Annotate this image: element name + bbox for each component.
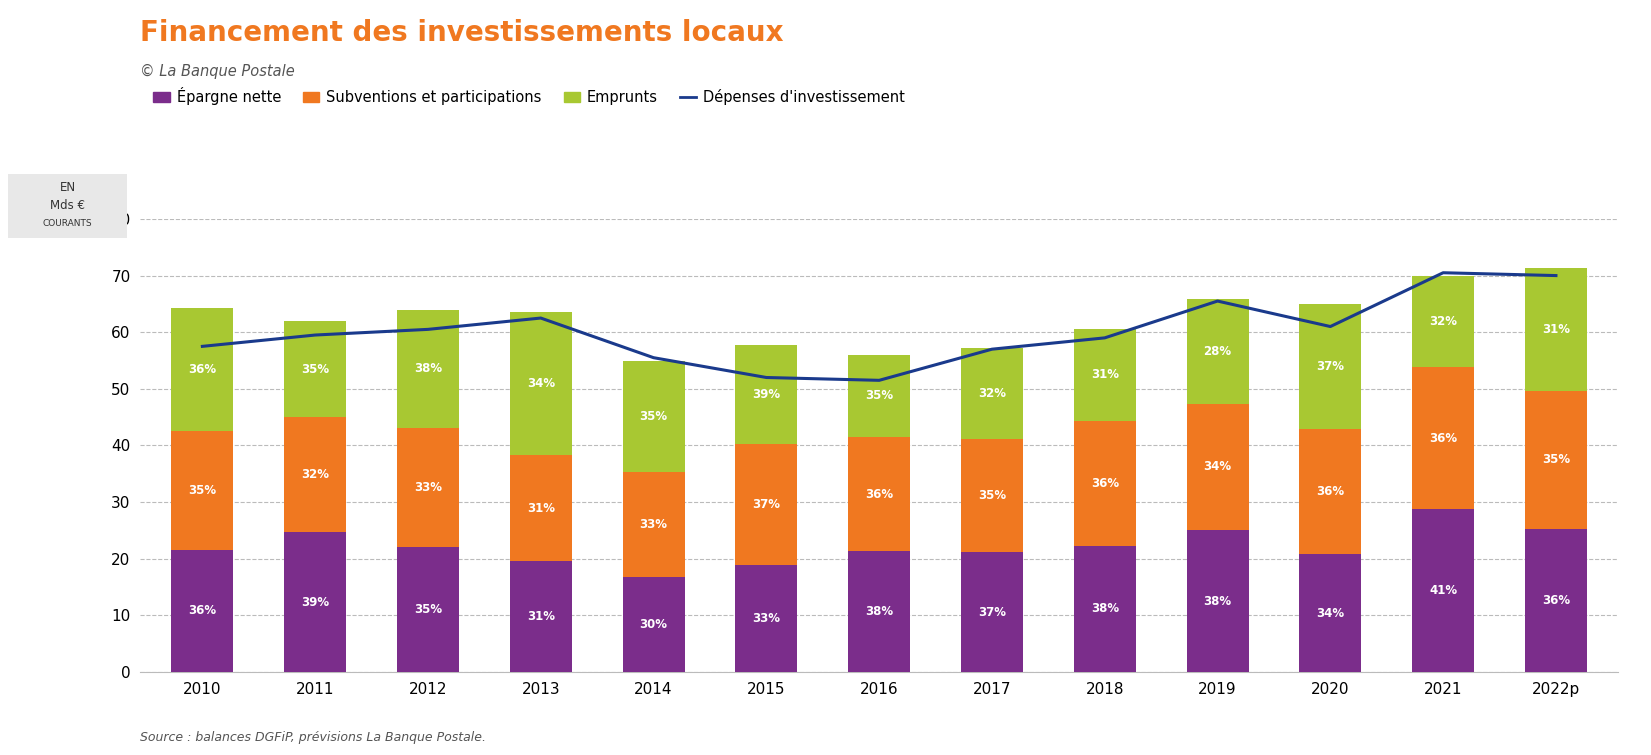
Text: 38%: 38%: [414, 362, 442, 375]
Bar: [849, 355, 910, 437]
Text: 39%: 39%: [300, 596, 329, 609]
Bar: [510, 313, 571, 455]
Text: 35%: 35%: [1542, 454, 1570, 467]
Text: 36%: 36%: [1430, 432, 1458, 445]
Bar: [1073, 421, 1136, 546]
Text: 36%: 36%: [188, 604, 216, 618]
Bar: [622, 577, 685, 672]
Text: 36%: 36%: [188, 363, 216, 376]
Text: 33%: 33%: [414, 481, 442, 494]
Bar: [1187, 299, 1248, 403]
Text: 32%: 32%: [977, 387, 1005, 400]
Text: © La Banque Postale: © La Banque Postale: [140, 64, 296, 79]
Bar: [396, 428, 459, 547]
Text: 34%: 34%: [527, 378, 555, 390]
Text: Financement des investissements locaux: Financement des investissements locaux: [140, 19, 784, 47]
Text: 31%: 31%: [1542, 322, 1570, 335]
Text: 33%: 33%: [639, 518, 667, 531]
Text: 37%: 37%: [753, 498, 781, 511]
Text: 38%: 38%: [1091, 602, 1119, 615]
Text: 35%: 35%: [300, 362, 329, 375]
Text: 35%: 35%: [977, 489, 1005, 502]
Bar: [284, 532, 347, 672]
Text: 36%: 36%: [1316, 485, 1344, 498]
Bar: [1187, 530, 1248, 672]
Bar: [1073, 329, 1136, 421]
Text: 32%: 32%: [300, 468, 329, 481]
Bar: [284, 417, 347, 532]
Text: 41%: 41%: [1430, 584, 1458, 597]
Bar: [849, 437, 910, 551]
Bar: [510, 561, 571, 672]
Text: Source : balances DGFiP, prévisions La Banque Postale.: Source : balances DGFiP, prévisions La B…: [140, 731, 487, 744]
Bar: [735, 565, 797, 672]
Bar: [961, 348, 1024, 439]
Bar: [510, 455, 571, 561]
Text: COURANTS: COURANTS: [43, 219, 92, 228]
Text: 37%: 37%: [1316, 360, 1344, 373]
Text: 36%: 36%: [865, 488, 893, 501]
Bar: [1526, 529, 1587, 672]
Bar: [735, 444, 797, 565]
Text: 34%: 34%: [1316, 606, 1344, 620]
Bar: [961, 439, 1024, 553]
Text: 28%: 28%: [1204, 345, 1232, 358]
Text: 36%: 36%: [1091, 476, 1119, 489]
Bar: [961, 553, 1024, 672]
Bar: [1299, 304, 1362, 429]
Text: 35%: 35%: [414, 603, 442, 616]
Bar: [1412, 510, 1474, 672]
Bar: [1299, 429, 1362, 554]
Text: 37%: 37%: [977, 606, 1005, 618]
Text: 30%: 30%: [639, 618, 667, 631]
Text: 31%: 31%: [527, 501, 555, 514]
Bar: [1526, 390, 1587, 529]
Bar: [1526, 267, 1587, 390]
Bar: [1073, 546, 1136, 672]
Text: EN: EN: [59, 181, 76, 194]
Bar: [1412, 276, 1474, 367]
Text: 33%: 33%: [753, 612, 781, 625]
Bar: [1412, 367, 1474, 510]
Bar: [1299, 554, 1362, 672]
Text: 39%: 39%: [753, 388, 781, 401]
Bar: [396, 310, 459, 428]
Bar: [172, 550, 233, 672]
Bar: [396, 547, 459, 672]
Text: 35%: 35%: [639, 410, 667, 423]
Bar: [622, 472, 685, 577]
Bar: [172, 308, 233, 430]
Bar: [284, 321, 347, 417]
Text: 38%: 38%: [865, 606, 893, 618]
Bar: [735, 345, 797, 444]
Text: 35%: 35%: [188, 484, 216, 497]
Text: 36%: 36%: [1542, 594, 1570, 607]
Bar: [172, 430, 233, 550]
Bar: [622, 361, 685, 472]
Text: 32%: 32%: [1430, 315, 1458, 328]
Legend: Épargne nette, Subventions et participations, Emprunts, Dépenses d'investissemen: Épargne nette, Subventions et participat…: [147, 82, 911, 111]
Text: 31%: 31%: [1091, 368, 1119, 381]
Text: 38%: 38%: [1204, 595, 1232, 608]
Bar: [849, 551, 910, 672]
Bar: [1187, 403, 1248, 530]
Text: 34%: 34%: [1204, 461, 1232, 473]
Text: 35%: 35%: [865, 390, 893, 402]
Text: Mds €: Mds €: [50, 199, 86, 212]
Text: 31%: 31%: [527, 610, 555, 623]
